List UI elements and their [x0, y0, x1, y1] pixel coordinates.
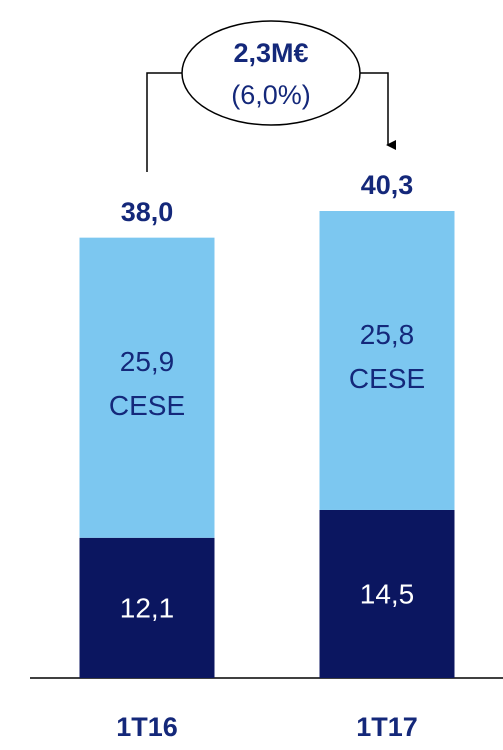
annotation-subtext: (6,0%): [231, 80, 311, 110]
bar-segment: [319, 509, 455, 678]
value-label: 25,8: [360, 319, 415, 350]
x-tick-label: 1T17: [356, 712, 418, 742]
bar-segment: [79, 537, 215, 678]
value-label: 12,1: [120, 592, 175, 623]
total-label: 38,0: [121, 197, 174, 227]
segment-name: CESE: [109, 390, 185, 421]
annotation-text: 2,3M€: [233, 38, 308, 68]
value-label: 25,9: [120, 346, 175, 377]
total-label: 40,3: [361, 170, 414, 200]
bar-segment: [79, 237, 215, 538]
annotation-bubble: [181, 20, 361, 126]
x-tick-label: 1T16: [116, 712, 178, 742]
connector: [146, 72, 182, 172]
connector-arrow: [360, 72, 396, 150]
value-label: 14,5: [360, 578, 415, 609]
segment-name: CESE: [349, 363, 425, 394]
bar-segment: [319, 211, 455, 510]
